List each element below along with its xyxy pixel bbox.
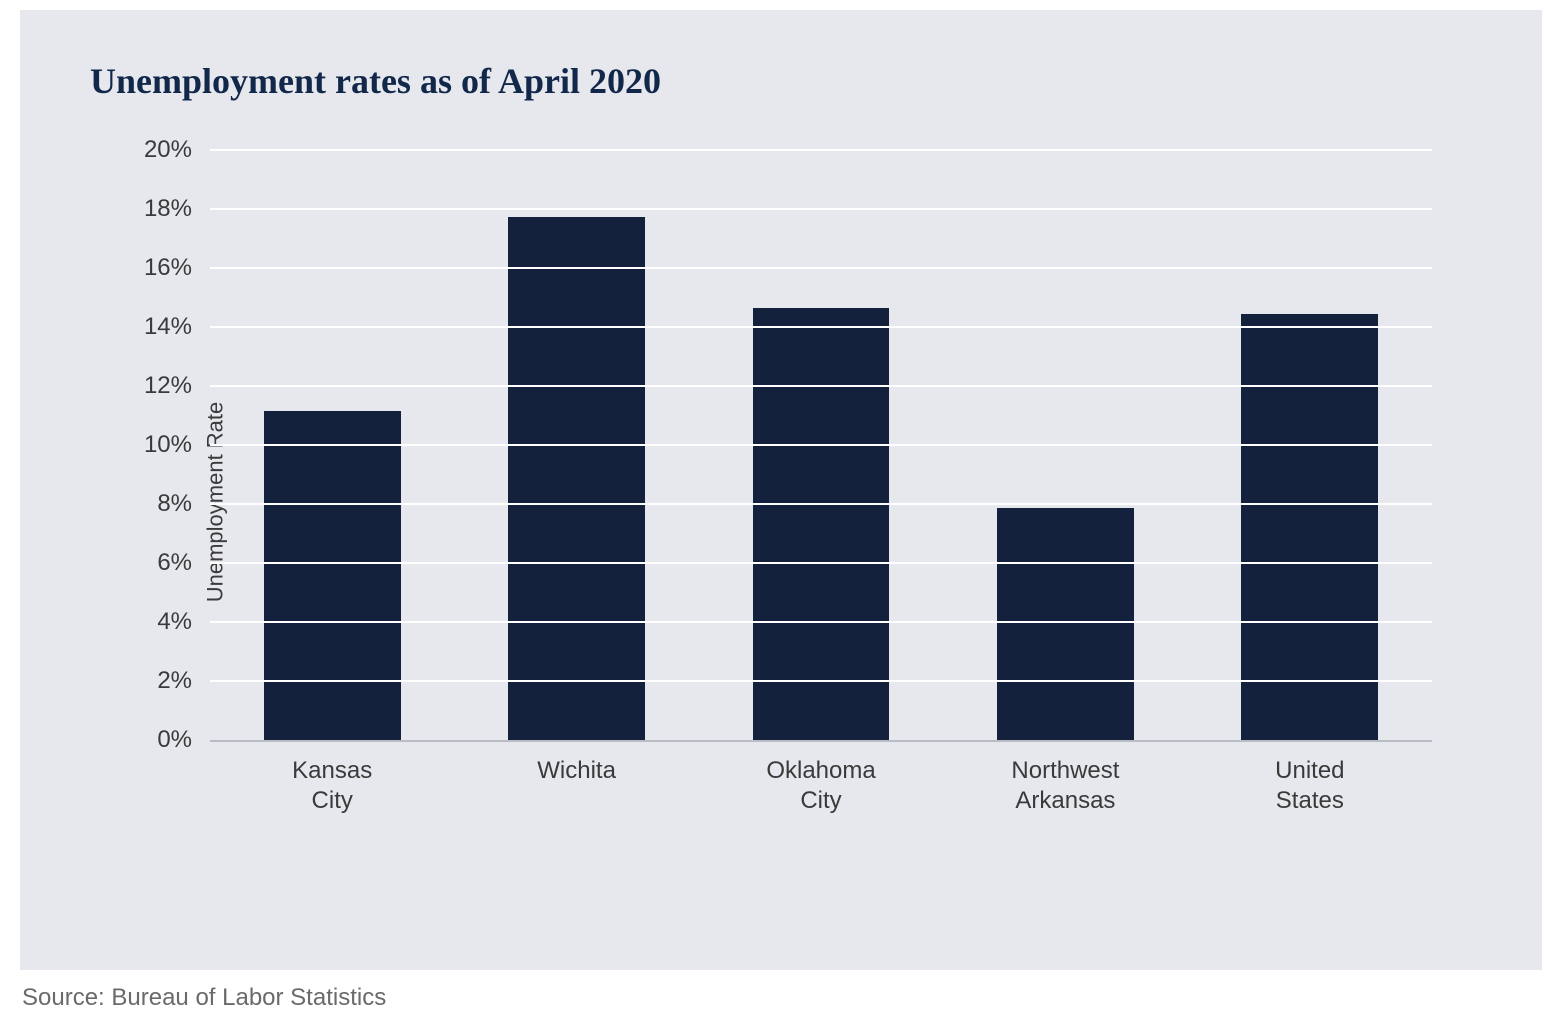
- x-tick-label: KansasCity: [210, 756, 454, 816]
- y-tick-label: 10%: [144, 431, 210, 459]
- gridline: [210, 562, 1432, 564]
- bar: [753, 308, 890, 740]
- y-tick-label: 6%: [157, 549, 210, 577]
- x-tick-label: OklahomaCity: [699, 756, 943, 816]
- bar: [1241, 314, 1378, 740]
- gridline: [210, 149, 1432, 151]
- gridline: [210, 385, 1432, 387]
- gridline: [210, 267, 1432, 269]
- bar-slot: [210, 152, 454, 740]
- bar-slot: [1188, 152, 1432, 740]
- y-tick-label: 18%: [144, 195, 210, 223]
- gridline: [210, 621, 1432, 623]
- chart-panel: Unemployment rates as of April 2020 Unem…: [20, 10, 1542, 970]
- bar-slot: [943, 152, 1187, 740]
- x-tick-label: UnitedStates: [1188, 756, 1432, 816]
- bar-slot: [699, 152, 943, 740]
- y-tick-label: 4%: [157, 608, 210, 636]
- x-axis-labels: KansasCityWichitaOklahomaCityNorthwestAr…: [210, 756, 1432, 816]
- bar: [508, 217, 645, 740]
- gridline: [210, 444, 1432, 446]
- source-line: Source: Bureau of Labor Statistics: [22, 984, 1542, 1012]
- bar: [264, 411, 401, 740]
- gridline: [210, 208, 1432, 210]
- x-tick-label: NorthwestArkansas: [943, 756, 1187, 816]
- y-tick-label: 16%: [144, 254, 210, 282]
- plot-area: 0%2%4%6%8%10%12%14%16%18%20%: [210, 152, 1432, 742]
- gridline: [210, 326, 1432, 328]
- bars-container: [210, 152, 1432, 740]
- y-tick-label: 14%: [144, 313, 210, 341]
- y-tick-label: 12%: [144, 372, 210, 400]
- y-tick-label: 20%: [144, 136, 210, 164]
- y-tick-label: 0%: [157, 726, 210, 754]
- y-tick-label: 2%: [157, 667, 210, 695]
- x-tick-label: Wichita: [454, 756, 698, 816]
- gridline: [210, 503, 1432, 505]
- y-tick-label: 8%: [157, 490, 210, 518]
- bar-slot: [454, 152, 698, 740]
- gridline: [210, 680, 1432, 682]
- page-root: Unemployment rates as of April 2020 Unem…: [0, 0, 1562, 1022]
- plot-wrap: Unemployment Rate 0%2%4%6%8%10%12%14%16%…: [210, 152, 1432, 852]
- chart-title: Unemployment rates as of April 2020: [90, 60, 1472, 102]
- bar: [997, 508, 1134, 740]
